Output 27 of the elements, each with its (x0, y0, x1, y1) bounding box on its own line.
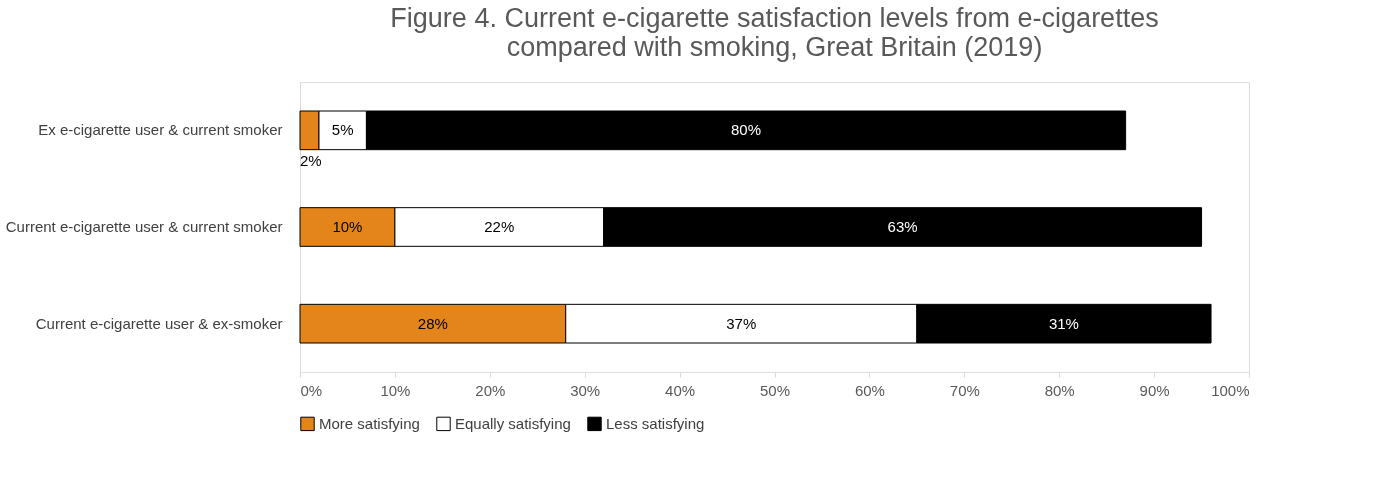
x-tick-label: 60% (854, 381, 885, 399)
data-label: 28% (417, 314, 448, 332)
x-tick-label: 0% (300, 381, 323, 399)
x-tick-label: 10% (380, 381, 411, 399)
chart-title: Figure 4. Current e-cigarette satisfaction levels from e-cigarettes compared with smoking, Great Britain (2019) (390, 3, 1159, 62)
x-tick-label: 80% (1044, 381, 1075, 399)
data-label: 10% (332, 218, 363, 235)
data-label: 2% (300, 152, 322, 170)
legend-label: More satisfying (319, 414, 420, 432)
x-tick-label: 90% (1139, 381, 1170, 399)
x-tick-label: 50% (759, 381, 791, 399)
x-tick-label: 100% (1211, 381, 1250, 399)
y-tick-label: Current e-cigarette user & current smoker (5, 218, 283, 235)
x-tick-label: 40% (665, 381, 696, 399)
y-tick-label: Current e-cigarette user & ex-smoker (35, 314, 283, 332)
x-tick-label: 30% (570, 381, 601, 399)
y-tick-label: Ex e-cigarette user & current smoker (38, 121, 283, 139)
legend-label: Equally satisfying (455, 414, 571, 432)
data-label: 80% (731, 121, 762, 139)
data-label: 63% (887, 218, 918, 235)
x-tick-label: 20% (475, 381, 506, 399)
x-tick-label: 70% (949, 381, 980, 399)
data-label: 22% (484, 218, 515, 235)
data-label: 37% (726, 314, 757, 332)
legend-label: Less satisfying (606, 414, 705, 432)
data-label: 5% (331, 121, 354, 139)
data-label: 31% (1048, 314, 1079, 332)
